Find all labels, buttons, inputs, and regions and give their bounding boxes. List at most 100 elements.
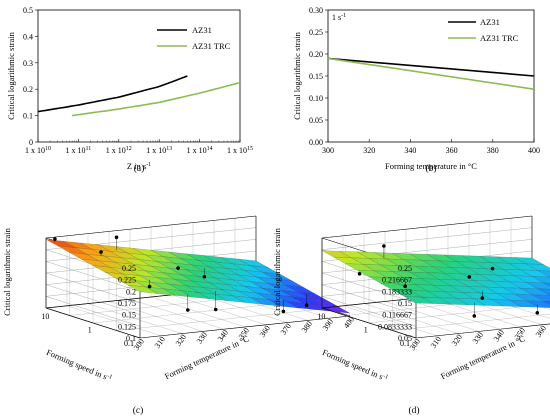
data-point-d (472, 314, 477, 318)
surface-patch-d (526, 300, 550, 308)
temp-tick-label-c: 380 (300, 319, 314, 334)
z-axis-label-c: Critical logarithmic strain (2, 227, 12, 316)
z-tick-label-d: 0.216667 (382, 276, 412, 285)
z-tick-label-d: 0.0833333 (378, 322, 412, 331)
plot-frame-b (327, 9, 535, 143)
grid-line-d (321, 215, 533, 239)
y-tick-label-b: 0.25 (309, 28, 323, 37)
surface-patch-d (544, 301, 550, 305)
speed-axis-label-d: Forming speed in s-1 (321, 347, 389, 384)
x-tick-label-b: 380 (487, 146, 499, 155)
speed-tick-label-d: 0.1 (400, 339, 410, 348)
y-tick-label-a: 0.1 (23, 112, 33, 121)
data-point-c (304, 303, 309, 308)
data-point-d (467, 275, 472, 279)
y-tick-label-b: 0.15 (309, 72, 323, 81)
data-point-d (357, 272, 362, 276)
temp-tick-label-c: 400 (342, 315, 356, 330)
speed-axis-label-c: Forming speed in s-1 (45, 347, 113, 384)
x-tick-label-a: 1 x 1015 (227, 146, 253, 155)
temp-tick-label-d: 310 (429, 335, 443, 350)
surface-patch-d (532, 294, 550, 302)
temp-tick-label-c: 310 (153, 335, 167, 350)
x-tick-label-a: 1 x 1010 (25, 146, 51, 155)
y-tick-label-b: 0.30 (309, 6, 323, 15)
temp-tick-label-c: 360 (258, 324, 272, 339)
z-tick-label-d: 0.25 (398, 264, 412, 273)
series-line-a-1 (71, 81, 241, 117)
speed-tick-label-c: 0.1 (124, 339, 134, 348)
speed-tick-label-c: 10 (41, 312, 49, 321)
y-axis-label-a: Critical logarithmic strain (6, 31, 16, 120)
panel-label-a: (a) (134, 163, 145, 174)
annotation-b: 1 s-1 (332, 13, 346, 22)
data-point-c (213, 307, 218, 312)
y-axis-label-b: Critical logarithmic strain (292, 31, 302, 120)
surface-patch-d (526, 282, 550, 290)
data-point-d (480, 296, 485, 300)
y-tick-label-a: 0.5 (23, 6, 33, 15)
series-line-b-0 (327, 57, 535, 77)
z-tick-label-c: 0.125 (118, 322, 136, 331)
z-axis-label-d: Critical logarithmic strain (272, 227, 282, 316)
x-tick-label-a: 1 x 1013 (146, 146, 172, 155)
grid-line-d (415, 323, 550, 339)
temp-tick-label-c: 370 (279, 322, 293, 337)
grid-line-c (45, 307, 141, 339)
data-point-c (147, 284, 152, 289)
z-tick-label-d: 0.116667 (382, 311, 412, 320)
grid-line-d (392, 313, 550, 331)
legend-label-a-1: AZ31 TRC (192, 41, 231, 51)
y-tick-label-a: 0.2 (23, 85, 33, 94)
surface-patch-d (543, 282, 550, 287)
legend-label-a-0: AZ31 (192, 25, 212, 35)
data-point-d (382, 244, 386, 248)
temp-tick-label-d: 330 (471, 330, 485, 345)
z-tick-label-c: 0.1 (126, 334, 136, 343)
data-point-c (281, 309, 286, 314)
speed-tick-label-d: 1 (364, 326, 368, 335)
grid-line-c (45, 215, 257, 239)
y-tick-label-b: 0.20 (309, 50, 323, 59)
temp-tick-label-c: 330 (195, 330, 209, 345)
surface-patch-d (520, 288, 550, 296)
temp-tick-label-d: 360 (534, 324, 548, 339)
grid-line-c (116, 308, 327, 331)
surface-plot-d: 0.05 0.0833333 0.116667 0.15 0.183333 0.21666… (272, 215, 550, 416)
temp-tick-label-d: 320 (450, 333, 464, 348)
data-point-c (114, 235, 119, 240)
z-tick-label-c: 0.175 (118, 299, 136, 308)
panel-label-c: (c) (133, 405, 144, 416)
x-tick-label-b: 400 (528, 146, 540, 155)
data-point-d (535, 311, 540, 315)
data-point-c (202, 274, 207, 279)
grid-line-c (139, 315, 351, 339)
x-tick-label-b: 360 (446, 146, 458, 155)
x-tick-label-b: 320 (363, 146, 375, 155)
z-tick-label-c: 0.225 (118, 276, 136, 285)
z-tick-label-d: 0.15 (398, 299, 412, 308)
data-point-c (99, 250, 103, 254)
grid-line-d (321, 307, 417, 339)
x-tick-label-a: 1 x 1011 (66, 146, 92, 155)
x-tick-label-a: 1 x 1014 (187, 146, 213, 155)
x-tick-label-b: 300 (322, 146, 334, 155)
legend-label-b-0: AZ31 (480, 17, 500, 27)
data-point-d (403, 284, 407, 289)
x-tick-label-a: 1 x 1012 (106, 146, 132, 155)
speed-tick-label-d: 10 (317, 312, 325, 321)
y-tick-label-b: 0.10 (309, 94, 323, 103)
x-axis-label-a: Z in s-1 (127, 161, 151, 171)
y-tick-label-b: 0.05 (309, 116, 323, 125)
surface-patch-d (532, 276, 550, 284)
surface-patch-c (320, 304, 351, 314)
data-point-c (176, 266, 180, 270)
y-tick-label-a: 0.4 (23, 32, 33, 41)
series-line-b-1 (327, 57, 535, 90)
panel-label-d: (d) (408, 405, 419, 416)
x-axis-label-b: Forming temperature in °C (385, 161, 477, 171)
data-point-d (490, 266, 495, 271)
series-line-a-0 (37, 75, 188, 113)
